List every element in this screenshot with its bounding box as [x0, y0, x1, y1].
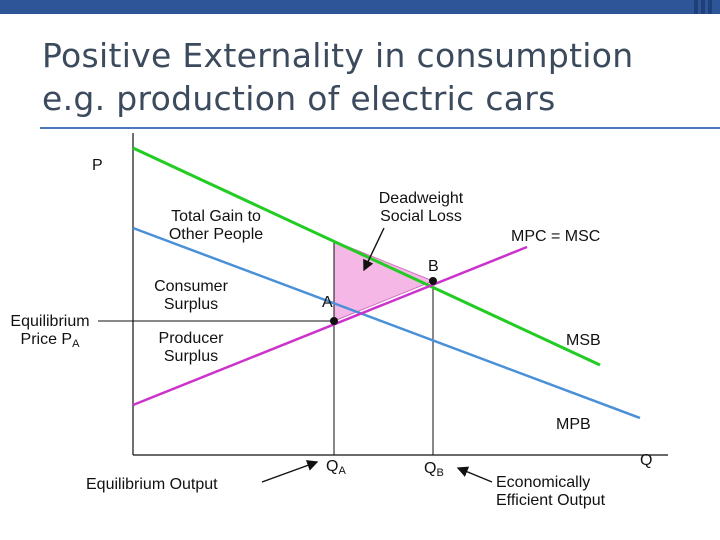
slide-top-bar: [0, 0, 720, 14]
qa-label: QA: [326, 458, 346, 477]
producer-surplus-line-2: Surplus: [163, 348, 219, 365]
decor-square: [701, 0, 705, 14]
decor-square: [708, 0, 712, 14]
consumer-surplus-line-2: Surplus: [163, 296, 219, 313]
p-axis-label: P: [92, 157, 103, 174]
equilibrium-price-label: Equilibrium Price PA: [4, 313, 96, 350]
eq-price-prefix: Price P: [20, 331, 73, 348]
msb-curve: [132, 146, 601, 367]
title-line-1: Positive Externality in consumption: [42, 36, 634, 75]
decor-square: [694, 0, 698, 14]
producer-surplus-line-1: Producer: [158, 330, 224, 347]
deadweight-line-2: Social Loss: [380, 208, 462, 225]
eq-price-line-2: Price PA: [4, 331, 96, 350]
producer-surplus-label: Producer Surplus: [143, 330, 239, 366]
consumer-surplus-line-1: Consumer: [154, 278, 228, 295]
mpb-label: MPB: [556, 416, 591, 433]
eff-output-line-2: Efficient Output: [496, 492, 606, 509]
deadweight-arrow: [363, 227, 385, 272]
point-a-marker: [330, 317, 338, 325]
eq-output-arrow: [261, 460, 319, 483]
mpc-msc-curve: [132, 245, 528, 407]
msb-label: MSB: [566, 332, 601, 349]
point-b-marker: [429, 277, 437, 285]
eff-output-arrow: [456, 466, 493, 483]
equilibrium-output-label: Equilibrium Output: [86, 476, 218, 493]
qa-subscript: A: [338, 465, 346, 477]
deadweight-line-1: Deadweight: [378, 190, 464, 207]
total-gain-line-1: Total Gain to: [171, 208, 261, 225]
qb-prefix: Q: [424, 460, 437, 477]
eq-price-line-1: Equilibrium: [10, 313, 90, 330]
eq-price-subscript: A: [72, 338, 80, 350]
point-b-label: B: [428, 258, 439, 275]
point-a-label: A: [322, 294, 333, 311]
title-divider: [40, 127, 720, 129]
qb-subscript: B: [436, 467, 444, 479]
title-line-2: e.g. production of electric cars: [42, 79, 556, 118]
slide-title: Positive Externality in consumption e.g.…: [42, 34, 702, 120]
q-axis-label: Q: [640, 452, 653, 469]
deadweight-loss-label: Deadweight Social Loss: [366, 190, 476, 226]
qb-label: QB: [424, 460, 444, 479]
efficient-output-label: Economically Efficient Output: [496, 474, 605, 510]
mpc-msc-label: MPC = MSC: [511, 228, 601, 245]
eff-output-line-1: Economically: [496, 474, 591, 491]
top-bar-decoration: [694, 0, 712, 14]
total-gain-line-2: Other People: [168, 226, 264, 243]
mpb-curve: [132, 226, 641, 420]
qa-prefix: Q: [326, 458, 339, 475]
consumer-surplus-label: Consumer Surplus: [143, 278, 239, 314]
total-gain-label: Total Gain to Other People: [152, 208, 280, 244]
